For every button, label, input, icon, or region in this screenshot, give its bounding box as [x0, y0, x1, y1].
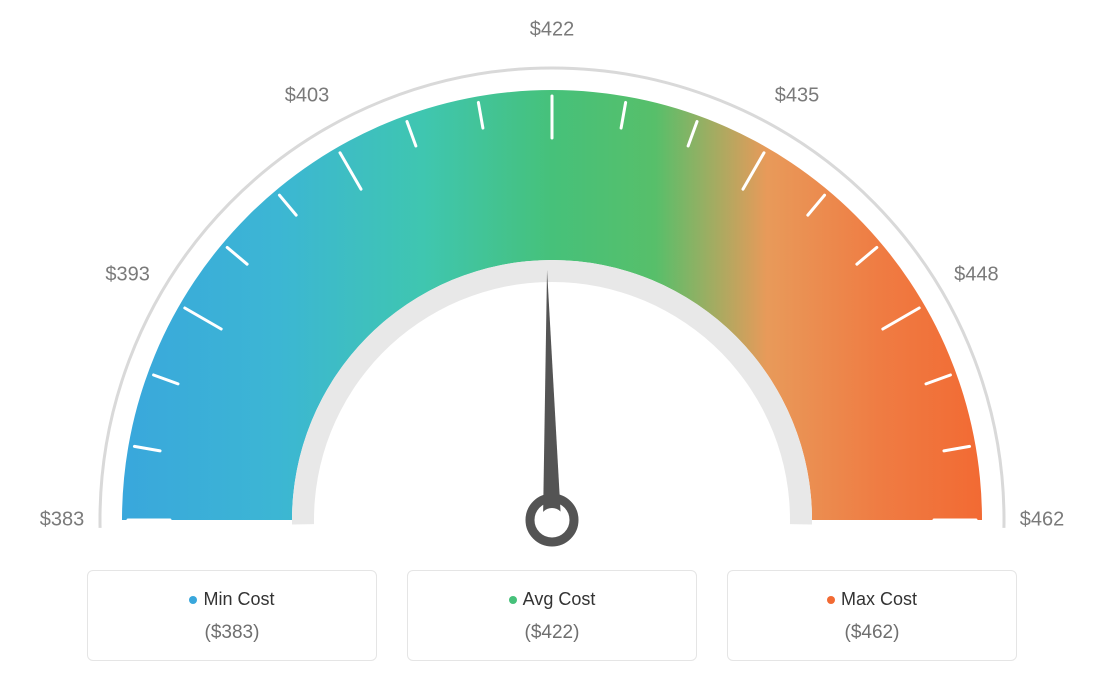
legend-title-min-text: Min Cost — [203, 589, 274, 609]
legend-title-max: Max Cost — [738, 589, 1006, 610]
gauge-tick-label: $462 — [1020, 509, 1065, 532]
legend-value-max: ($462) — [738, 622, 1006, 644]
gauge-tick-label: $422 — [530, 19, 575, 42]
legend-row: Min Cost ($383) Avg Cost ($422) Max Cost… — [0, 560, 1104, 661]
gauge-tick-label: $393 — [105, 264, 150, 287]
gauge-needle — [543, 270, 561, 520]
gauge-needle-hub-inner — [540, 508, 564, 532]
legend-value-min: ($383) — [98, 622, 366, 644]
legend-card-max: Max Cost ($462) — [727, 570, 1017, 661]
legend-dot-max — [827, 596, 835, 604]
gauge-tick-label: $383 — [40, 509, 85, 532]
gauge-tick-label: $448 — [954, 264, 999, 287]
gauge-tick-label: $435 — [775, 84, 820, 107]
legend-card-avg: Avg Cost ($422) — [407, 570, 697, 661]
legend-card-min: Min Cost ($383) — [87, 570, 377, 661]
legend-dot-avg — [509, 596, 517, 604]
legend-value-avg: ($422) — [418, 622, 686, 644]
gauge-container: $383 $393 $403 $422 $435 $448 $462 — [0, 0, 1104, 560]
legend-dot-min — [189, 596, 197, 604]
legend-title-avg-text: Avg Cost — [523, 589, 596, 609]
legend-title-max-text: Max Cost — [841, 589, 917, 609]
gauge-svg — [0, 0, 1104, 560]
legend-title-min: Min Cost — [98, 589, 366, 610]
legend-title-avg: Avg Cost — [418, 589, 686, 610]
gauge-tick-label: $403 — [285, 84, 330, 107]
